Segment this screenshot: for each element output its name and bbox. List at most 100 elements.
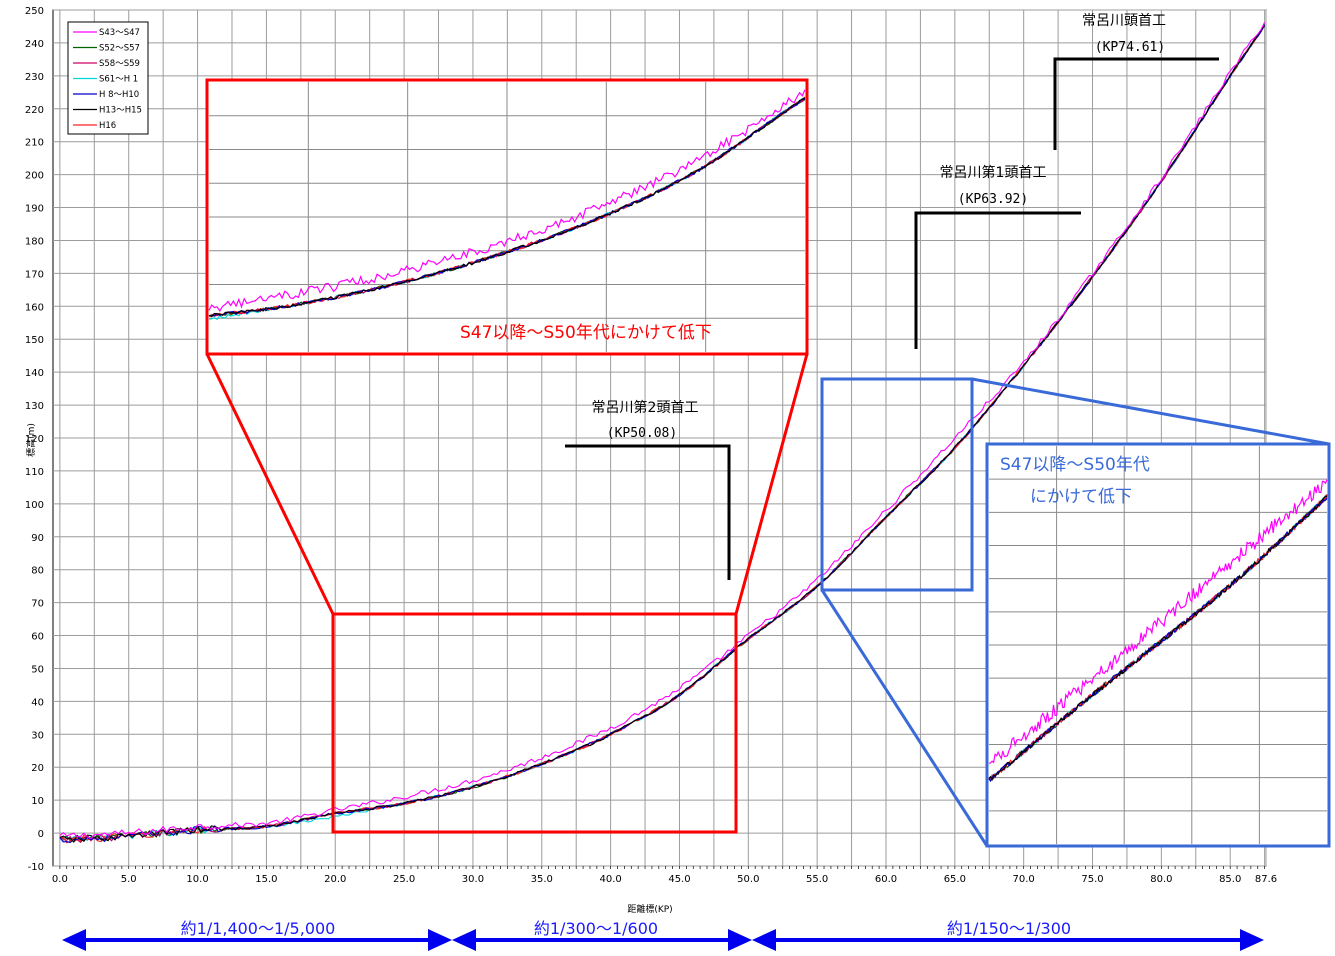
inset-series-line: [988, 495, 1328, 782]
scale-arrow-head: [1240, 929, 1264, 951]
blue-connector-top: [971, 377, 1330, 446]
y-tick-label: 170: [25, 269, 44, 280]
blue-focus-box: [820, 377, 974, 592]
x-tick-label: 75.0: [1081, 874, 1103, 885]
y-tick-label: 0: [38, 829, 44, 840]
weir-2-name: 常呂川第2頭首工: [592, 399, 699, 416]
tick-labels: -10 0 10 20 30 40 50 60 70 80 90 100 110 120 130 140 150…: [25, 6, 1277, 885]
y-tick-label: 200: [25, 171, 44, 182]
y-tick-label: 110: [25, 467, 44, 478]
y-tick-label: 30: [31, 730, 44, 741]
x-tick-label: 70.0: [1013, 874, 1035, 885]
weir-1-leader: [914, 211, 1081, 349]
scale-label-1: 約1/300～1/600: [534, 919, 658, 938]
weir-0-kp: (KP74.61): [1095, 40, 1165, 55]
blue-callout-text-line1: S47以降～S50年代: [1000, 455, 1150, 475]
legend-label: H13～H15: [99, 106, 142, 116]
legend-label: S52～S57: [99, 44, 140, 54]
legend-label: S58～S59: [99, 59, 140, 69]
y-tick-label: 150: [25, 335, 44, 346]
y-tick-label: 70: [31, 599, 44, 610]
y-tick-label: 130: [25, 401, 44, 412]
inset-series-line: [208, 89, 806, 313]
blue-inset: S47以降～S50年代 にかけて低下: [985, 442, 1331, 848]
y-tick-label: 250: [25, 6, 44, 17]
legend-label: S61～H 1: [99, 75, 138, 85]
x-tick-label: 60.0: [875, 874, 897, 885]
y-tick-label: 240: [25, 39, 44, 50]
y-tick-label: 210: [25, 138, 44, 149]
scale-arrow-head: [428, 929, 452, 951]
y-tick-label: 140: [25, 368, 44, 379]
weir-annotation-2: 常呂川第2頭首工 (KP50.08): [565, 399, 731, 580]
red-connector-left: [205, 353, 335, 615]
blue-inset-grid: [989, 446, 1327, 844]
legend: S43～S47 S52～S57 S58～S59 S61～H 1 H 8～H10 H13～H…: [67, 21, 149, 135]
x-tick-label: 45.0: [668, 874, 690, 885]
legend-label: S43～S47: [99, 28, 140, 38]
x-tick-label: 55.0: [806, 874, 828, 885]
x-tick-label: 80.0: [1150, 874, 1172, 885]
y-tick-label: -10: [28, 862, 44, 873]
y-tick-label: 190: [25, 204, 44, 215]
y-tick-label: 10: [31, 796, 44, 807]
scale-arrow-head: [62, 929, 86, 951]
y-tick-label: 20: [31, 763, 44, 774]
x-tick-label: 35.0: [531, 874, 553, 885]
series-lines: [59, 22, 1266, 844]
x-tick-label: 30.0: [462, 874, 484, 885]
x-tick-label: 87.6: [1255, 874, 1277, 885]
weir-1-name: 常呂川第1頭首工: [940, 164, 1047, 181]
y-tick-label: 50: [31, 664, 44, 675]
x-tick-label: 40.0: [599, 874, 621, 885]
red-inset-lines: [208, 89, 806, 320]
weir-annotation-0: 常呂川頭首工 (KP74.61): [1053, 13, 1219, 150]
weir-1-kp: (KP63.92): [958, 192, 1028, 207]
scale-arrow-head: [752, 929, 776, 951]
scale-label-2: 約1/150～1/300: [947, 919, 1071, 938]
weir-2-leader: [565, 444, 731, 580]
x-tick-label: 5.0: [121, 874, 137, 885]
y-tick-label: 90: [31, 533, 44, 544]
x-tick-label: 50.0: [737, 874, 759, 885]
x-tick-label: 65.0: [944, 874, 966, 885]
y-tick-label: 120: [25, 434, 44, 445]
y-tick-label: 160: [25, 302, 44, 313]
y-tick-label: 40: [31, 697, 44, 708]
inset-series-line: [208, 97, 806, 317]
weir-annotation-1: 常呂川第1頭首工 (KP63.92): [914, 164, 1081, 349]
blue-inset-lines: [988, 479, 1328, 783]
x-tick-label: 85.0: [1219, 874, 1241, 885]
x-tick-label: 25.0: [393, 874, 415, 885]
y-tick-label: 230: [25, 72, 44, 83]
y-tick-label: 180: [25, 236, 44, 247]
blue-connector-bottom: [820, 589, 989, 847]
y-tick-label: 60: [31, 632, 44, 643]
legend-label: H16: [99, 121, 116, 131]
y-axis-title: 標高(m): [25, 423, 37, 457]
red-inset: S47以降～S50年代にかけて低下: [205, 78, 809, 356]
legend-label: H 8～H10: [99, 90, 139, 100]
scale-ranges: 約1/1,400～1/5,000 約1/300～1/600 約1/150～1/3…: [62, 919, 1264, 951]
x-tick-label: 20.0: [324, 874, 346, 885]
y-tick-label: 220: [25, 105, 44, 116]
scale-arrow-head: [728, 929, 752, 951]
blue-callout-text-line2: にかけて低下: [1030, 487, 1132, 507]
x-tick-label: 15.0: [255, 874, 277, 885]
x-axis-title: 距離標(KP): [627, 903, 672, 915]
scale-label-0: 約1/1,400～1/5,000: [181, 919, 336, 938]
x-tick-label: 10.0: [186, 874, 208, 885]
y-tick-label: 100: [25, 500, 44, 511]
red-callout-text: S47以降～S50年代にかけて低下: [460, 323, 712, 343]
red-connector-right: [734, 353, 809, 615]
weir-0-leader: [1053, 57, 1219, 150]
x-tick-label: 0.0: [52, 874, 68, 885]
scale-arrow-head: [452, 929, 476, 951]
weir-0-name: 常呂川頭首工: [1082, 13, 1166, 29]
inset-series-line: [988, 479, 1328, 764]
weir-2-kp: (KP50.08): [607, 426, 677, 441]
series-line: [59, 22, 1266, 840]
y-tick-label: 80: [31, 566, 44, 577]
red-focus-box: [331, 612, 738, 834]
